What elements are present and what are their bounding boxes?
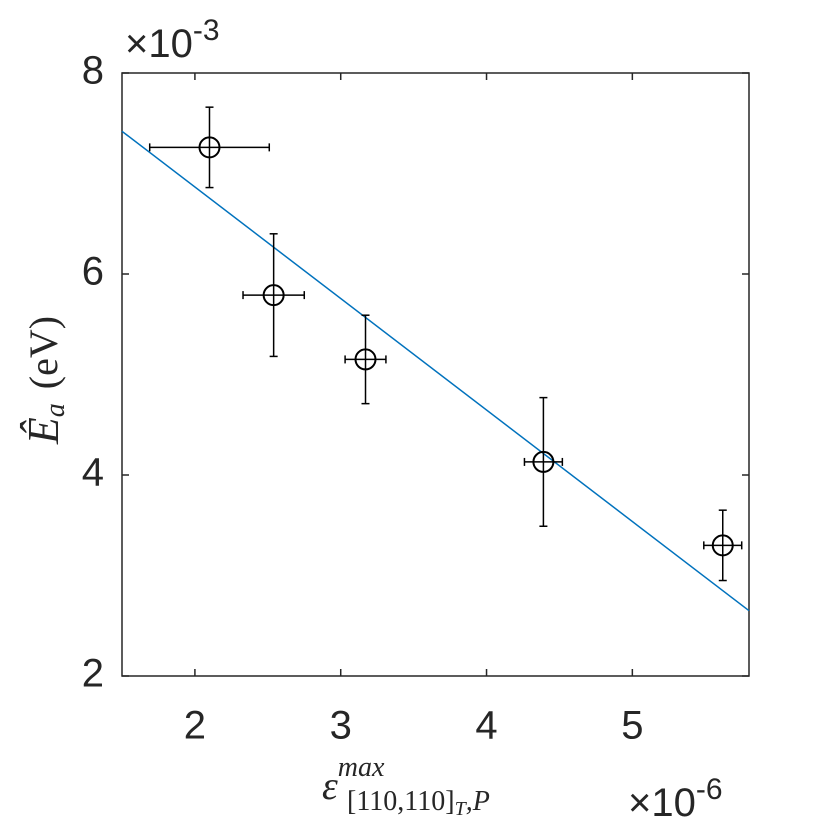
y-label-sub: a — [40, 403, 71, 417]
x-axis-label: εmax [110,110]T,P — [322, 752, 490, 819]
data-point — [711, 534, 734, 557]
y-tick-label: 8 — [82, 49, 104, 93]
x-label-subtail: ,P — [466, 786, 490, 817]
x-tick-label: 5 — [621, 704, 643, 748]
x-tick-label: 3 — [330, 704, 352, 748]
x-label-symbol: ε — [322, 763, 338, 808]
x-multiplier-exponent: -6 — [696, 773, 723, 806]
y-multiplier-exponent: -3 — [193, 14, 220, 47]
x-label-subsub: T — [455, 798, 468, 820]
axes-box — [121, 72, 750, 677]
y-axis-label: Êa (eV) — [19, 316, 71, 445]
y-multiplier: ×10-3 — [125, 14, 220, 66]
x-tick-label: 4 — [475, 704, 497, 748]
x-multiplier: ×10-6 — [628, 773, 723, 825]
y-label-unit: (eV) — [21, 316, 66, 389]
fit-line — [121, 130, 750, 612]
x-tick-label: 2 — [184, 704, 206, 748]
data-point — [354, 348, 377, 371]
y-tick-label: 2 — [82, 652, 104, 696]
y-label-symbol: Ê — [19, 417, 68, 445]
y-multiplier-base: ×10 — [125, 22, 193, 66]
y-tick-label: 6 — [82, 250, 104, 294]
x-multiplier-base: ×10 — [628, 781, 696, 825]
x-label-sub: [110,110] — [347, 786, 455, 817]
data-point — [532, 450, 555, 473]
x-label-sup: max — [338, 752, 385, 783]
data-point — [198, 136, 221, 159]
y-tick-label: 4 — [82, 451, 104, 495]
data-point — [262, 284, 285, 307]
